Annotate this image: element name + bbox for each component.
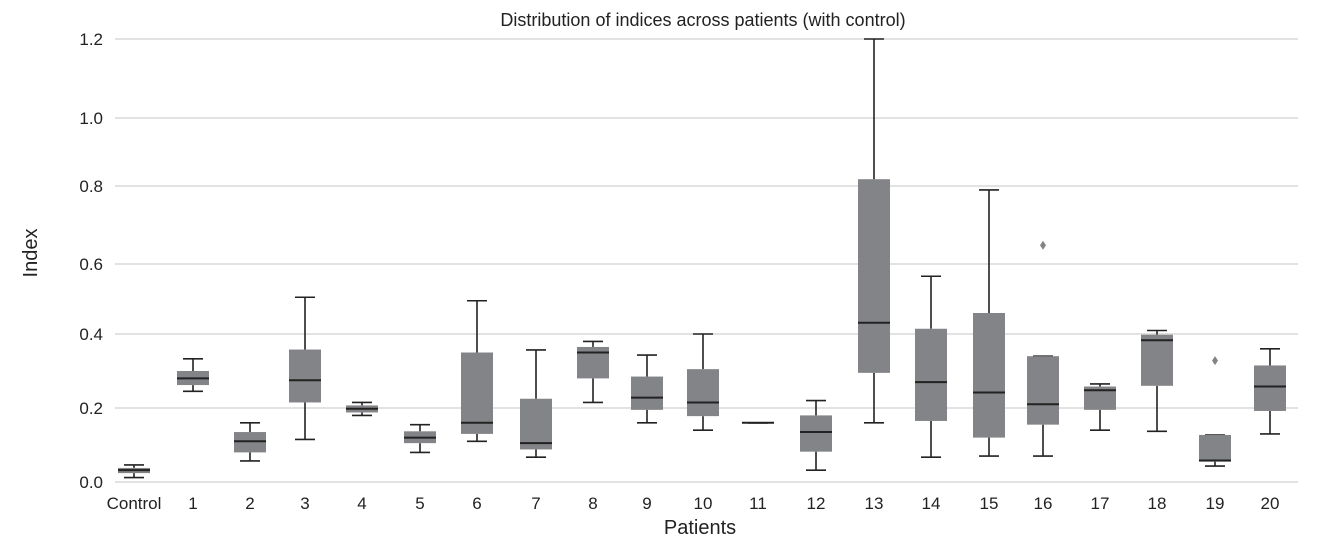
box-series	[118, 38, 1286, 479]
y-tick-label: 1.2	[79, 30, 103, 49]
box-8	[577, 340, 609, 404]
iqr-box	[800, 415, 832, 452]
x-tick-label: 20	[1261, 494, 1280, 513]
box-20	[1254, 347, 1286, 435]
box-14	[915, 275, 947, 459]
y-axis-label: Index	[20, 229, 42, 278]
y-tick-label: 0.0	[79, 473, 103, 492]
x-tick-label: 6	[472, 494, 481, 513]
iqr-box	[1027, 356, 1059, 425]
box-17	[1084, 383, 1116, 432]
box-15	[973, 189, 1005, 457]
box-Control	[118, 464, 150, 479]
y-tick-label: 0.2	[79, 399, 103, 418]
x-tick-label: 5	[415, 494, 424, 513]
x-tick-label: 14	[922, 494, 941, 513]
box-12	[800, 399, 832, 471]
box-7	[520, 349, 552, 459]
x-tick-label: 8	[588, 494, 597, 513]
box-3	[289, 296, 321, 441]
x-tick-label: 16	[1034, 494, 1053, 513]
box-5	[404, 423, 436, 454]
iqr-box	[915, 328, 947, 421]
iqr-box	[1254, 365, 1286, 411]
box-19	[1199, 356, 1231, 467]
iqr-box	[1084, 386, 1116, 410]
y-axis-ticks: 0.0 0.2 0.4 0.6 0.8 1.0 1.2	[79, 30, 103, 492]
y-tick-label: 0.8	[79, 177, 103, 196]
iqr-box	[631, 376, 663, 410]
x-tick-label: 2	[245, 494, 254, 513]
box-6	[461, 299, 493, 443]
x-axis-ticks: Control 1 2 3 4 5 6 7 8 9 10 11 12 13 14 15 16 17 18 19 20	[107, 494, 1280, 513]
iqr-box	[1199, 435, 1231, 462]
x-tick-label: 12	[807, 494, 826, 513]
outlier-point	[1212, 356, 1218, 366]
box-2	[234, 421, 266, 462]
iqr-box	[289, 349, 321, 403]
box-9	[631, 354, 663, 424]
iqr-box	[1141, 334, 1173, 386]
x-tick-label: 17	[1091, 494, 1110, 513]
x-tick-label: 11	[749, 494, 767, 513]
iqr-box	[461, 352, 493, 434]
x-tick-label: 18	[1148, 494, 1167, 513]
box-13	[858, 38, 890, 424]
x-tick-label: 13	[865, 494, 884, 513]
box-18	[1141, 329, 1173, 433]
chart-title: Distribution of indices across patients …	[500, 10, 905, 30]
iqr-box	[687, 369, 719, 417]
x-tick-label: Control	[107, 494, 162, 513]
box-4	[346, 401, 378, 417]
y-tick-label: 1.0	[79, 109, 103, 128]
iqr-box	[973, 313, 1005, 438]
x-tick-label: 10	[694, 494, 713, 513]
x-axis-label: Patients	[664, 517, 736, 539]
x-tick-label: 4	[357, 494, 366, 513]
box-1	[177, 357, 209, 393]
outlier-point	[1040, 240, 1046, 250]
x-tick-label: 15	[980, 494, 999, 513]
x-tick-label: 9	[642, 494, 651, 513]
iqr-box	[520, 398, 552, 450]
y-tick-label: 0.6	[79, 255, 103, 274]
y-tick-label: 0.4	[79, 325, 103, 344]
box-16	[1027, 240, 1059, 457]
x-tick-label: 1	[188, 494, 197, 513]
box-10	[687, 333, 719, 432]
x-tick-label: 3	[300, 494, 309, 513]
x-tick-label: 19	[1206, 494, 1225, 513]
x-tick-label: 7	[531, 494, 540, 513]
iqr-box	[858, 179, 890, 373]
